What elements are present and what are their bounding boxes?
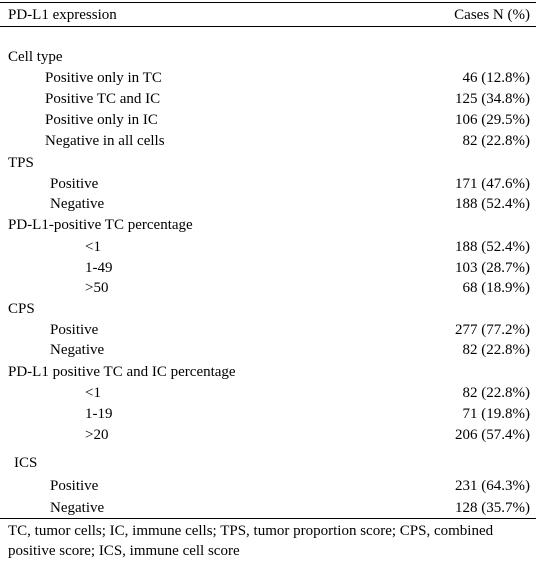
row-value: 82 (22.8%)	[462, 385, 531, 401]
row-value: 206 (57.4%)	[455, 427, 530, 443]
row-value: 188 (52.4%)	[455, 196, 530, 212]
section-label: CPS	[8, 301, 35, 317]
row-value: 103 (28.7%)	[455, 260, 530, 276]
bottom-rule	[0, 518, 536, 519]
footnote: TC, tumor cells; IC, immune cells; TPS, …	[8, 523, 494, 559]
row-value: 46 (12.8%)	[462, 70, 531, 86]
row-label: Positive only in IC	[45, 112, 158, 128]
section-label: Cell type	[8, 49, 63, 65]
row-label: Positive TC and IC	[45, 91, 161, 107]
row-label: Negative	[50, 342, 105, 358]
row-value: 106 (29.5%)	[455, 112, 530, 128]
header-label: PD-L1 expression	[8, 7, 117, 23]
row-label: Negative	[50, 196, 105, 212]
section-label: ICS	[14, 455, 38, 471]
row-value: 125 (34.8%)	[455, 91, 530, 107]
row-value: 277 (77.2%)	[455, 322, 530, 338]
row-value: 82 (22.8%)	[462, 342, 531, 358]
row-label: 1-19	[85, 406, 113, 422]
row-label: Positive	[50, 478, 99, 494]
row-value: 171 (47.6%)	[455, 176, 530, 192]
row-label: Positive	[50, 176, 99, 192]
row-label: Positive	[50, 322, 99, 338]
section-label: PD-L1 positive TC and IC percentage	[8, 364, 236, 380]
row-value: 82 (22.8%)	[462, 133, 531, 149]
row-value: 128 (35.7%)	[455, 500, 530, 516]
row-label: >20	[85, 427, 109, 443]
row-label: Negative in all cells	[45, 133, 165, 149]
header-rule	[0, 26, 536, 27]
section-label: TPS	[8, 155, 34, 171]
row-value: 68 (18.9%)	[462, 280, 531, 296]
row-label: <1	[85, 385, 101, 401]
row-value: 188 (52.4%)	[455, 239, 530, 255]
row-label: <1	[85, 239, 101, 255]
row-label: >50	[85, 280, 109, 296]
top-rule	[0, 2, 536, 3]
row-label: Negative	[50, 500, 105, 516]
row-value: 231 (64.3%)	[455, 478, 530, 494]
row-label: Positive only in TC	[45, 70, 162, 86]
section-label: PD-L1-positive TC percentage	[8, 217, 193, 233]
row-value: 71 (19.8%)	[462, 406, 531, 422]
row-label: 1-49	[85, 260, 113, 276]
header-value: Cases N (%)	[454, 7, 530, 23]
